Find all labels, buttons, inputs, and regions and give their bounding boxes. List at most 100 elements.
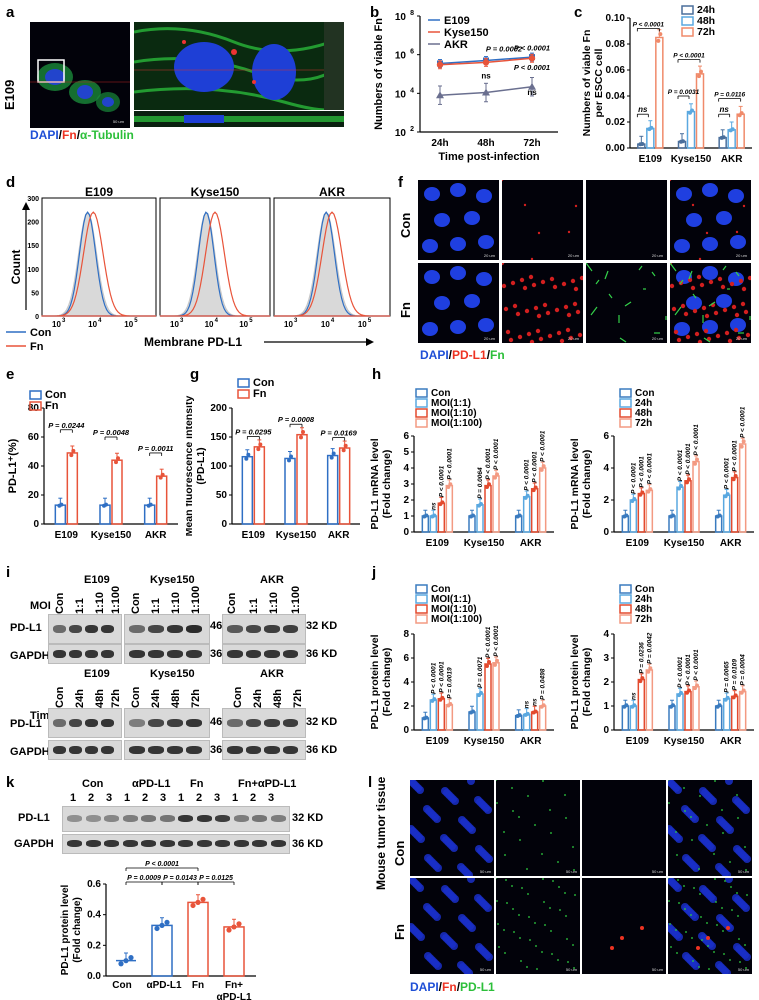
- bar-AKR-1: [727, 129, 736, 149]
- pdl1-signal: [741, 286, 747, 292]
- x-tick-label: AKR: [520, 736, 542, 747]
- blot-band: [141, 840, 156, 847]
- x-axis-label: Membrane PD-L1: [144, 335, 242, 349]
- nucleus: [692, 864, 700, 872]
- pdl1-signal: [715, 333, 721, 339]
- blot-pdl1-kyse150-time: [124, 708, 210, 738]
- y-axis-label-line: PD-L1 mRNA level: [570, 438, 581, 529]
- data-point: [256, 447, 261, 452]
- y-tick-label: 2: [603, 677, 609, 688]
- blot-band: [186, 650, 202, 658]
- bar-Kyse150-3: [492, 475, 500, 533]
- bar-AKR-2: [730, 695, 739, 731]
- stain-pdl1: PD-L1: [460, 980, 495, 994]
- y-tick-label: 40: [28, 461, 40, 472]
- pdl1-signal: [683, 311, 689, 317]
- nucleus: [467, 878, 475, 883]
- micrograph-svg: [586, 263, 667, 343]
- blot-band: [85, 840, 101, 847]
- pdl1-signal: [713, 853, 715, 855]
- data-point: [159, 922, 165, 928]
- nucleus: [730, 235, 746, 249]
- y-axis-label-line: Numbers of viable Fn: [581, 30, 593, 137]
- data-point: [685, 480, 689, 485]
- p-value-annotation: P < 0.0001: [514, 63, 550, 72]
- pdl1-signal: [527, 795, 529, 797]
- fn-signal: [651, 271, 656, 277]
- pdl1-signal: [671, 306, 677, 312]
- bar-E109-0: [421, 515, 430, 533]
- panel-k-group: Fn+αPD-L1: [238, 778, 297, 790]
- pdl1-signal: [547, 333, 553, 339]
- panel-a-zoom-image: [134, 22, 344, 110]
- sep: /: [486, 348, 491, 362]
- blot-gapdh-kyse150: [124, 644, 210, 664]
- bar-AKR-1: [522, 713, 531, 731]
- data-point: [244, 456, 249, 461]
- blot-band: [270, 840, 286, 847]
- bar-Kyse150-0: [99, 504, 111, 525]
- panel-i-row-gapdh-b: GAPDH: [10, 746, 50, 758]
- pdl1-signal: [496, 780, 497, 781]
- histogram-curve: [274, 211, 390, 317]
- p-value-annotation: P = 0.0011: [138, 444, 174, 453]
- legend-swatch: [681, 5, 694, 15]
- y-tick-label: 300: [27, 196, 39, 203]
- blot-gapdh-akr: [222, 644, 306, 664]
- pdl1-signal: [549, 276, 555, 282]
- pdl1-signal: [528, 916, 530, 918]
- y-tick-label: 0: [603, 527, 609, 538]
- pdl1-signal: [535, 945, 537, 947]
- pdl1-signal: [676, 952, 678, 954]
- blot-band: [227, 719, 243, 727]
- pdl1-signal: [706, 922, 708, 924]
- blot-band: [122, 840, 138, 847]
- bar: [151, 924, 173, 977]
- pdl1-signal: [680, 303, 686, 309]
- y-tick-label: 2: [603, 495, 609, 506]
- pdl1-signal: [573, 967, 575, 969]
- panel-label-a: a: [6, 4, 15, 21]
- panel-label-g: g: [190, 366, 200, 383]
- legend-label: 24h: [697, 4, 715, 16]
- data-point: [448, 702, 453, 707]
- y-axis-label-line: PD-L1 protein level: [60, 884, 71, 975]
- y-tick-label: 1: [603, 701, 609, 712]
- pdl1-signal: [724, 880, 726, 882]
- bar-E109-1: [429, 515, 438, 533]
- nucleus: [692, 962, 700, 970]
- data-point: [690, 108, 694, 113]
- panel-i-kd36: 36 KD: [306, 648, 338, 660]
- pdl1-signal: [505, 879, 507, 881]
- p-value-annotation: P = 0.0116: [714, 92, 745, 99]
- nucleus: [476, 272, 492, 286]
- pdl1-signal: [677, 879, 679, 881]
- pdl1-signal: [742, 204, 746, 208]
- data-point: [226, 927, 232, 933]
- y-axis-label: PD-L1⁺(%): [7, 438, 19, 493]
- data-point: [195, 899, 201, 905]
- nucleus: [485, 855, 493, 863]
- pdl1-signal: [731, 304, 737, 310]
- bar-Kyse150-2: [695, 73, 705, 149]
- data-point: [640, 676, 645, 681]
- x-tick-exponent: 3: [62, 318, 66, 324]
- fn-signal: [706, 936, 710, 940]
- data-point: [528, 55, 536, 62]
- pdl1-signal: [744, 944, 746, 946]
- panel-k-lane: 3: [268, 792, 275, 804]
- pdl1-signal: [551, 953, 553, 955]
- x-tick-label: 24h: [431, 138, 448, 149]
- pdl1-signal: [717, 276, 723, 282]
- data-point: [525, 711, 530, 716]
- panel-l-scale: 50 um: [651, 967, 663, 972]
- fn-signal: [692, 293, 697, 299]
- bar-AKR-0: [714, 515, 723, 533]
- p-value-annotation: P < 0.0001: [646, 453, 653, 485]
- pdl1-signal: [736, 335, 742, 341]
- pdl1-signal: [734, 312, 740, 318]
- pdl1-signal: [736, 794, 738, 796]
- x-tick-label: E109: [639, 154, 663, 165]
- bar-AKR-0: [714, 705, 723, 731]
